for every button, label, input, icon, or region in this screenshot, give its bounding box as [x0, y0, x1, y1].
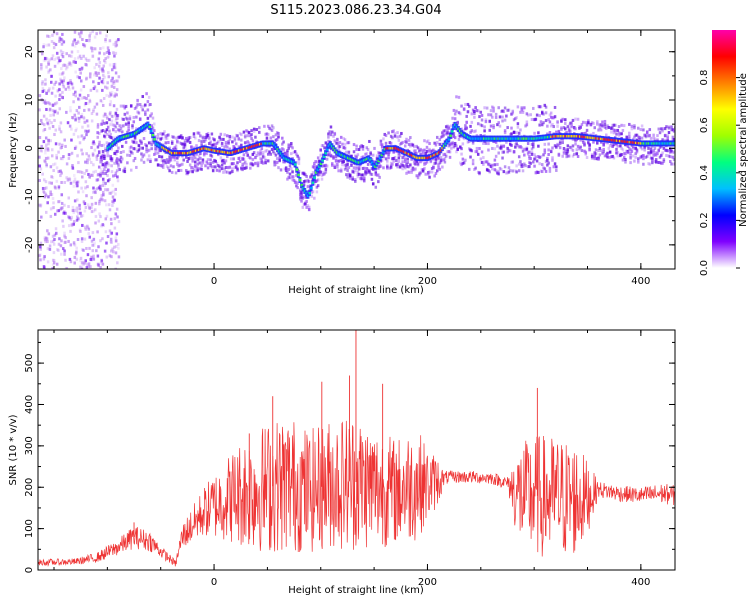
y-tick-label: 0	[24, 567, 35, 573]
colorbar-tick-label: 0.2	[699, 212, 710, 228]
spectrogram-frame	[37, 29, 676, 270]
y-tick-label: 20	[24, 45, 35, 58]
colorbar-tick-label: 0.4	[699, 165, 710, 181]
spectrogram-panel: 0 200 400 -20 -10 0 10 20 Height of straight l…	[8, 29, 676, 296]
heatmap-ridge	[106, 121, 675, 199]
snr-peaks	[133, 330, 538, 537]
snr-y-label: SNR (10 * v/v)	[8, 414, 19, 485]
y-tick-label: 200	[24, 478, 35, 497]
y-tick-label: 10	[24, 94, 35, 107]
spectrogram-y-label: Frequency (Hz)	[8, 112, 19, 188]
colorbar-label: Normalized spectral amplitude	[738, 73, 749, 227]
figure-title: S115.2023.086.23.34.G04	[270, 3, 441, 18]
x-tick-label: 200	[418, 577, 437, 588]
colorbar-tick-label: 0.8	[699, 70, 710, 86]
y-tick-label: 300	[24, 436, 35, 455]
snr-panel: 0 200 400 0 100 200 300 400 500 Height of strai…	[8, 329, 676, 596]
snr-frame	[37, 329, 676, 571]
colorbar: 0.0 0.2 0.4 0.6 0.8 Normalized spectral ampl…	[699, 30, 749, 276]
colorbar-ticks: 0.0 0.2 0.4 0.6 0.8	[699, 70, 740, 276]
y-tick-label: 500	[24, 354, 35, 373]
spectrogram-y-axis: -20 -10 0 10 20	[24, 45, 675, 270]
snr-x-axis: 0 200 400	[53, 330, 650, 588]
x-tick-label: 0	[211, 276, 217, 287]
colorbar-tick-label: 0.0	[699, 260, 710, 276]
x-tick-label: 0	[211, 577, 217, 588]
y-tick-label: -20	[24, 237, 35, 253]
heatmap-noise	[38, 30, 675, 269]
x-tick-label: 200	[418, 276, 437, 287]
x-tick-label: 400	[631, 577, 650, 588]
snr-plot-area	[38, 330, 675, 567]
snr-x-label: Height of straight line (km)	[288, 585, 424, 596]
spectrogram-x-axis: 0 200 400	[53, 30, 650, 287]
y-tick-label: 100	[24, 519, 35, 538]
y-tick-label: 400	[24, 395, 35, 414]
snr-series-line	[38, 420, 675, 567]
colorbar-gradient	[712, 30, 736, 268]
y-tick-label: -10	[24, 188, 35, 204]
spectrogram-heatmap	[38, 30, 675, 269]
x-tick-label: 400	[631, 276, 650, 287]
snr-y-axis: 0 100 200 300 400 500	[24, 341, 675, 573]
colorbar-tick-label: 0.6	[699, 117, 710, 133]
y-tick-label: 0	[24, 145, 35, 151]
spectrogram-x-label: Height of straight line (km)	[288, 285, 424, 296]
